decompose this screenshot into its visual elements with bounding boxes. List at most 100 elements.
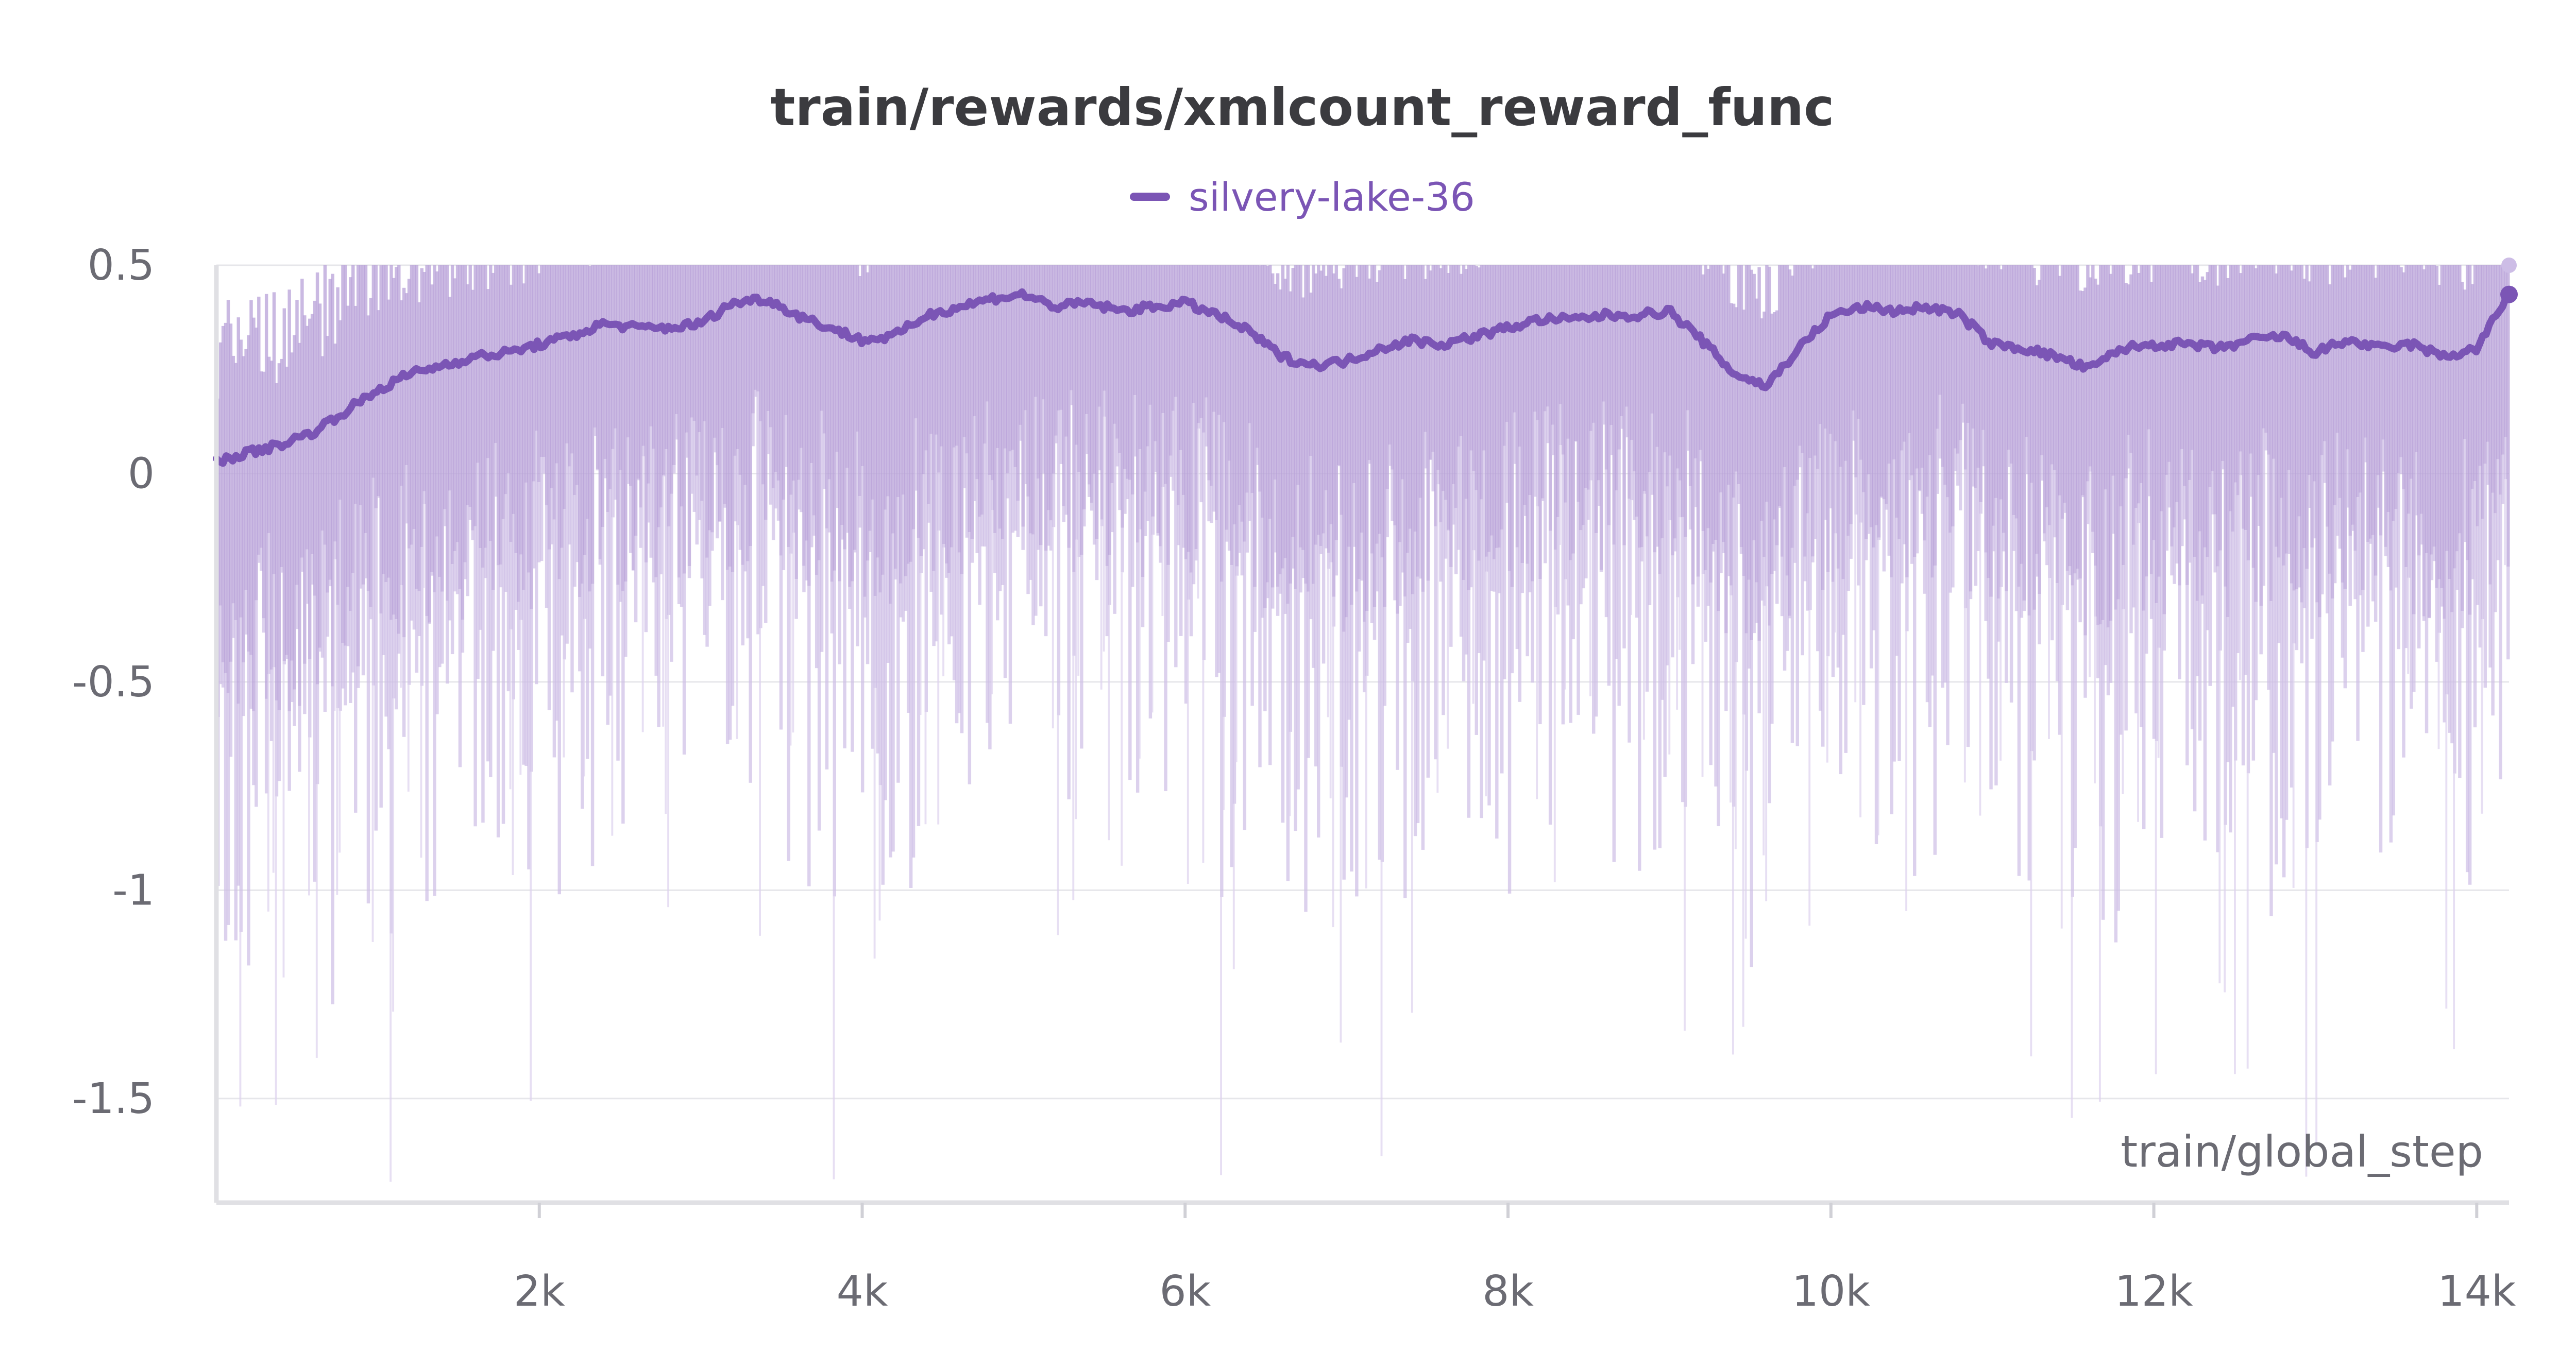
raw-band-core — [2208, 265, 2212, 487]
raw-band-core — [2463, 289, 2467, 439]
raw-band-range — [1243, 541, 1247, 830]
raw-band-range — [1082, 509, 1086, 527]
raw-band-range — [2407, 514, 2411, 578]
raw-band-core — [1681, 265, 1685, 517]
raw-band-range — [2463, 439, 2467, 542]
raw-band-core — [1016, 265, 1020, 501]
legend[interactable]: silvery-lake-36 — [0, 174, 2576, 220]
raw-band-range — [983, 443, 987, 547]
raw-band-core — [2089, 277, 2092, 467]
raw-band-range — [1133, 395, 1137, 457]
raw-band-core — [236, 317, 240, 704]
raw-band-core — [1136, 265, 1140, 543]
raw-band-core — [2262, 265, 2265, 429]
raw-band-core — [239, 339, 243, 618]
raw-band-range — [716, 465, 719, 539]
raw-band-range — [2473, 481, 2477, 728]
raw-band-range — [1317, 535, 1320, 838]
raw-band-range — [2262, 428, 2265, 586]
raw-band-core — [2030, 265, 2033, 483]
raw-band-spike — [1734, 662, 1737, 849]
raw-band-range — [588, 591, 592, 649]
raw-band-core — [886, 265, 890, 497]
raw-band-core — [1528, 265, 1532, 495]
raw-band-spike — [272, 667, 275, 873]
raw-band-range — [2122, 565, 2125, 609]
raw-band-core — [308, 318, 312, 659]
raw-band-range — [2162, 614, 2166, 651]
raw-band-spike — [1103, 416, 1105, 652]
raw-band-range — [2167, 461, 2171, 508]
raw-band-core — [1385, 265, 1389, 489]
raw-band-range — [1197, 423, 1201, 429]
raw-band-range — [1693, 458, 1698, 507]
raw-band-range — [2229, 511, 2232, 833]
raw-band-range — [1788, 615, 1792, 619]
raw-band-range — [2417, 555, 2421, 648]
raw-band-range — [1505, 422, 1509, 503]
raw-band-range — [1854, 477, 1858, 515]
raw-band-range — [2137, 503, 2141, 523]
raw-band-core — [677, 265, 681, 578]
raw-band-spike — [1380, 862, 1383, 1156]
raw-band-core — [631, 265, 635, 571]
raw-band-range — [1347, 546, 1351, 720]
raw-band-core — [565, 265, 569, 443]
raw-band-core — [2402, 272, 2405, 489]
raw-band-spike — [333, 559, 336, 711]
raw-band-range — [1006, 473, 1010, 499]
raw-band-range — [2341, 583, 2345, 658]
raw-band-range — [2333, 505, 2337, 584]
raw-band-range — [1579, 530, 1583, 605]
raw-band-spike — [1108, 605, 1110, 841]
raw-band-core — [1854, 265, 1858, 477]
raw-band-core — [942, 265, 946, 544]
raw-band-range — [1442, 491, 1445, 715]
raw-band-core — [1933, 265, 1937, 566]
raw-band-range — [420, 547, 423, 686]
x-axis-label: train/global_step — [2121, 1126, 2483, 1177]
raw-band-core — [2275, 273, 2278, 547]
raw-band-core — [1077, 265, 1081, 472]
raw-band-range — [767, 411, 770, 454]
raw-band-core — [853, 265, 857, 550]
raw-band-range — [448, 490, 452, 621]
raw-band-range — [581, 584, 584, 809]
raw-band-range — [2369, 538, 2372, 544]
raw-band-core — [1742, 310, 1746, 576]
raw-band-core — [1049, 265, 1053, 521]
raw-band-core — [626, 265, 630, 438]
raw-band-range — [272, 574, 276, 668]
raw-band-core — [1558, 265, 1563, 404]
raw-band-range — [287, 711, 291, 791]
raw-band-range — [634, 536, 638, 623]
raw-band-spike — [519, 620, 522, 775]
raw-band-core — [1202, 265, 1206, 433]
raw-band-range — [1352, 483, 1356, 547]
raw-band-core — [2371, 265, 2375, 535]
raw-band-spike — [389, 933, 392, 1182]
raw-band-range — [2032, 609, 2036, 761]
raw-band-core — [929, 265, 933, 434]
raw-band-core — [960, 265, 964, 574]
raw-band-range — [871, 499, 875, 749]
raw-band-core — [1243, 265, 1247, 542]
raw-band-range — [1755, 582, 1758, 623]
raw-band-core — [1849, 265, 1853, 524]
raw-band-range — [1334, 540, 1338, 576]
raw-band-core — [891, 265, 895, 534]
raw-band-range — [1795, 480, 1799, 746]
raw-band-range — [2305, 569, 2309, 848]
raw-band-core — [1133, 265, 1137, 396]
raw-band-range — [1589, 431, 1593, 481]
raw-band-spike — [2504, 479, 2506, 566]
raw-band-core — [2310, 265, 2314, 548]
raw-band-core — [1903, 265, 1906, 442]
raw-band-core — [1577, 265, 1580, 502]
raw-band-range — [721, 428, 724, 601]
raw-band-range — [1668, 455, 1672, 521]
raw-band-core — [2149, 282, 2154, 574]
raw-band-core — [466, 284, 469, 505]
raw-band-range — [960, 574, 964, 733]
